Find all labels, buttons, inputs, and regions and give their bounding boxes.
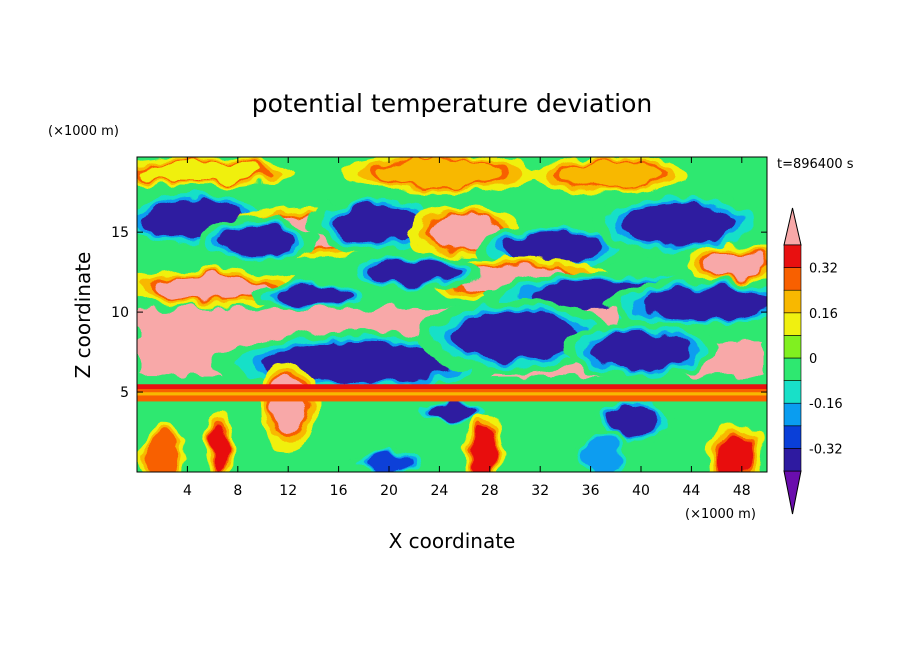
contour-region [147,436,178,472]
colorbar-swatch [783,357,802,381]
contour-region [263,342,452,385]
colorbar-swatch [783,267,802,291]
contour-region [218,225,295,255]
x-axis: 4 8 12 16 20 24 28 32 36 40 44 48 [183,157,751,499]
y-tick-label: 5 [120,385,129,401]
y-axis: 5 10 15 [111,225,767,401]
x-tick-label: 28 [481,483,499,499]
colorbar-swatch [783,312,802,336]
contour-region [559,161,660,188]
colorbar-extend-low [783,470,802,515]
contour-region [470,427,497,472]
contour-region [584,440,623,472]
contour-region [452,312,578,361]
x-tick-label: 40 [632,483,650,499]
x-tick-label: 36 [582,483,600,499]
contour-region [363,452,415,472]
x-tick-label: 24 [430,483,448,499]
x-unit-label: (×1000 m) [685,507,756,522]
x-tick-label: 4 [183,483,192,499]
x-tick-label: 44 [682,483,700,499]
horizontal-band [137,389,767,396]
contour-region [502,232,604,265]
contour-region [716,433,755,472]
plot-area [136,156,768,473]
horizontal-band [137,384,767,391]
contour-region [332,204,421,244]
chart-title: potential temperature deviation [252,89,652,118]
horizontal-band [137,395,767,402]
colorbar-swatch [783,425,802,449]
horizontal-band [137,392,767,399]
contour-region [376,160,503,186]
colorbar: 0.32 0.16 0 -0.16 -0.32 [783,207,843,515]
colorbar-extend-high [783,207,802,246]
contour-region [275,286,352,306]
contour-region [137,161,263,181]
contour-field [137,157,767,472]
contour-region [208,424,229,472]
contour-region [622,203,736,245]
x-tick-label: 12 [279,483,297,499]
y-tick-label: 15 [111,225,129,241]
contour-region [609,404,660,437]
x-tick-label: 8 [233,483,242,499]
y-tick-label: 10 [111,305,129,321]
colorbar-swatch [783,380,802,404]
contour-region [641,288,767,321]
x-tick-label: 16 [330,483,348,499]
colorbar-swatch [783,244,802,268]
contour-region [370,259,459,285]
contour-regions [137,157,767,472]
colorbar-swatch [783,402,802,427]
contour-region [155,275,270,301]
colorbar-label: 0.32 [809,262,838,277]
colorbar-label: 0 [809,352,817,367]
plot-frame [136,156,768,473]
x-axis-label: X coordinate [389,529,516,553]
contour-region [590,331,692,370]
colorbar-label: -0.32 [809,442,843,457]
x-tick-label: 20 [380,483,398,499]
y-axis-label: Z coordinate [71,252,95,379]
x-tick-label: 48 [733,483,751,499]
colorbar-label: 0.16 [809,307,838,322]
colorbar-swatch [783,289,802,314]
colorbar-label: -0.16 [809,397,843,412]
time-label: t=896400 s [777,157,854,172]
y-unit-label: (×1000 m) [48,124,119,139]
contour-region [704,251,767,277]
colorbar-swatch [783,448,802,472]
contour-region [426,403,478,420]
colorbar-swatch [783,335,802,359]
x-tick-label: 32 [531,483,549,499]
